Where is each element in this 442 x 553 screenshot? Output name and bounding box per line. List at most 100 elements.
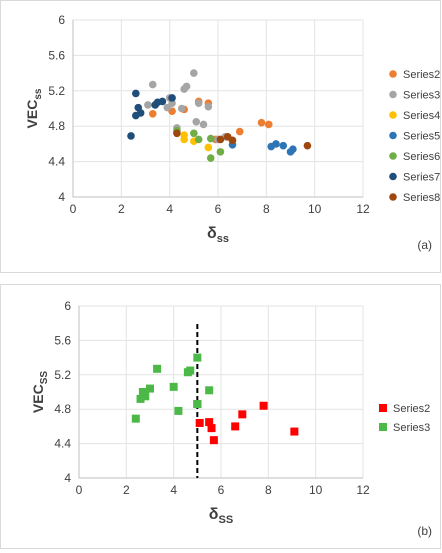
data-point [174, 406, 183, 415]
legend-marker [389, 193, 397, 201]
legend-marker [389, 131, 397, 140]
legend-label: Series3 [403, 90, 440, 102]
legend-label: Series4 [403, 110, 440, 122]
y-tick-label: 4.8 [48, 119, 65, 133]
data-point [158, 97, 167, 106]
legend-marker [389, 152, 397, 160]
data-point [141, 392, 150, 401]
data-point [136, 394, 145, 403]
y-tick-label: 5.2 [54, 368, 71, 382]
data-point [290, 427, 299, 436]
y-tick-label: 5.2 [48, 84, 65, 98]
y-tick-label: 4.4 [48, 155, 65, 169]
x-tick-label: 4 [170, 483, 177, 497]
data-point [272, 140, 280, 148]
data-point [204, 143, 213, 152]
legend-label: Series8 [403, 192, 440, 204]
y-tick-label: 4 [58, 190, 65, 204]
legend-marker [389, 70, 397, 78]
data-point [136, 109, 145, 117]
data-point [182, 82, 191, 91]
x-tick-label: 12 [356, 483, 370, 497]
x-tick-label: 2 [118, 202, 125, 216]
x-tick-label: 8 [265, 483, 272, 497]
data-point [238, 410, 247, 419]
data-point [216, 135, 225, 144]
scatter-chart-a: 0 2 4 6 8 10 12 4 4.4 4.8 5.2 5.6 6 δss VECss Series2 Se… [24, 13, 440, 252]
data-point [186, 366, 195, 375]
data-point [194, 135, 203, 144]
data-point [257, 118, 266, 127]
x-axis-title: δss [207, 225, 229, 245]
data-point [206, 154, 215, 162]
data-point [199, 120, 208, 129]
legend-marker [389, 111, 397, 119]
data-point [209, 436, 218, 445]
x-tick-label: 0 [76, 483, 83, 497]
legend-label: Series3 [393, 422, 430, 434]
data-point [146, 384, 154, 393]
data-point [204, 102, 213, 111]
data-point [148, 110, 157, 118]
data-point [279, 141, 288, 150]
data-point [132, 89, 140, 98]
data-point [144, 101, 152, 109]
y-tick-label: 4.8 [54, 402, 71, 416]
data-point [205, 386, 214, 395]
y-axis-title: VECss [24, 88, 44, 128]
x-tick-label: 10 [308, 202, 322, 216]
data-point [194, 99, 203, 107]
data-point [259, 401, 268, 410]
data-point [205, 418, 214, 427]
y-tick-label: 6 [58, 13, 65, 27]
data-point [168, 99, 176, 107]
legend-marker [389, 90, 397, 99]
data-point [127, 132, 135, 140]
data-point [163, 103, 172, 112]
panel-label: (b) [417, 524, 432, 538]
legend-label: Series6 [403, 151, 440, 163]
chart-panel-b: 0 2 4 6 8 10 12 4 4.4 4.8 5.2 5.6 6 δSS VECSS Series2 Se… [0, 284, 441, 549]
data-point [193, 353, 202, 362]
data-point [216, 148, 225, 156]
data-point [138, 388, 147, 396]
x-tick-label: 4 [166, 202, 173, 216]
legend-marker [379, 423, 387, 431]
x-tick-label: 8 [263, 202, 270, 216]
x-tick-label: 0 [70, 202, 77, 216]
y-tick-label: 6 [64, 299, 71, 313]
data-point [168, 94, 176, 102]
x-tick-label: 12 [356, 202, 370, 216]
data-point [264, 120, 273, 129]
data-point [207, 424, 216, 433]
data-point [231, 422, 240, 431]
legend-label: Series2 [403, 69, 440, 81]
scatter-chart-b: 0 2 4 6 8 10 12 4 4.4 4.8 5.2 5.6 6 δSS VECSS Series2 Se… [30, 299, 432, 538]
legend-marker [389, 172, 397, 181]
data-point [190, 69, 198, 77]
legend-label: Series2 [393, 403, 430, 415]
y-tick-label: 4 [64, 471, 71, 485]
data-point [289, 145, 297, 154]
data-point [173, 129, 181, 138]
data-point [206, 134, 215, 143]
panel-label: (a) [417, 238, 432, 252]
data-point [180, 135, 188, 144]
data-point [190, 129, 198, 138]
chart-panel-a: 0 2 4 6 8 10 12 4 4.4 4.8 5.2 5.6 6 δss VECss Series2 Se… [0, 0, 441, 273]
data-point [193, 400, 202, 409]
data-point [177, 104, 186, 113]
data-point [153, 364, 162, 373]
y-tick-label: 5.6 [48, 48, 65, 62]
x-axis-title: δSS [209, 506, 233, 526]
legend-label: Series7 [403, 172, 440, 184]
data-point [148, 80, 157, 89]
data-point [195, 418, 204, 427]
data-point [131, 414, 140, 423]
data-point [192, 117, 201, 126]
x-tick-label: 6 [218, 483, 225, 497]
x-tick-label: 10 [309, 483, 323, 497]
data-point [235, 127, 244, 136]
x-tick-label: 6 [215, 202, 222, 216]
y-axis-title: VECSS [30, 371, 50, 413]
